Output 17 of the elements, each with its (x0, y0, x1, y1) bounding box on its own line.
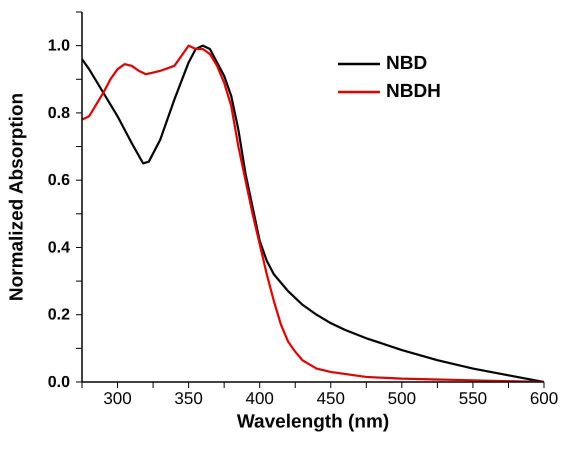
y-tick-label: 0.6 (48, 172, 70, 190)
y-axis-title: Normalized Absorption (6, 92, 28, 302)
x-tick-label: 550 (458, 389, 488, 408)
y-tick-label: 0.8 (48, 104, 70, 122)
legend-label: NBD (386, 53, 428, 75)
y-tick-label: 0.4 (48, 239, 70, 256)
y-tick-label: 0.0 (48, 374, 70, 391)
x-tick-label: 450 (316, 389, 345, 408)
y-tick-label: 1.0 (48, 38, 70, 55)
x-tick-label: 300 (103, 389, 132, 408)
x-axis-title: Wavelength (nm) (236, 411, 390, 432)
x-tick-label: 400 (246, 389, 274, 408)
legend-label: NBDH (386, 81, 441, 103)
x-tick-label: 600 (530, 389, 558, 408)
x-tick-label: 350 (174, 389, 203, 408)
y-tick-label: 0.2 (48, 306, 70, 324)
x-tick-label: 500 (388, 389, 416, 408)
